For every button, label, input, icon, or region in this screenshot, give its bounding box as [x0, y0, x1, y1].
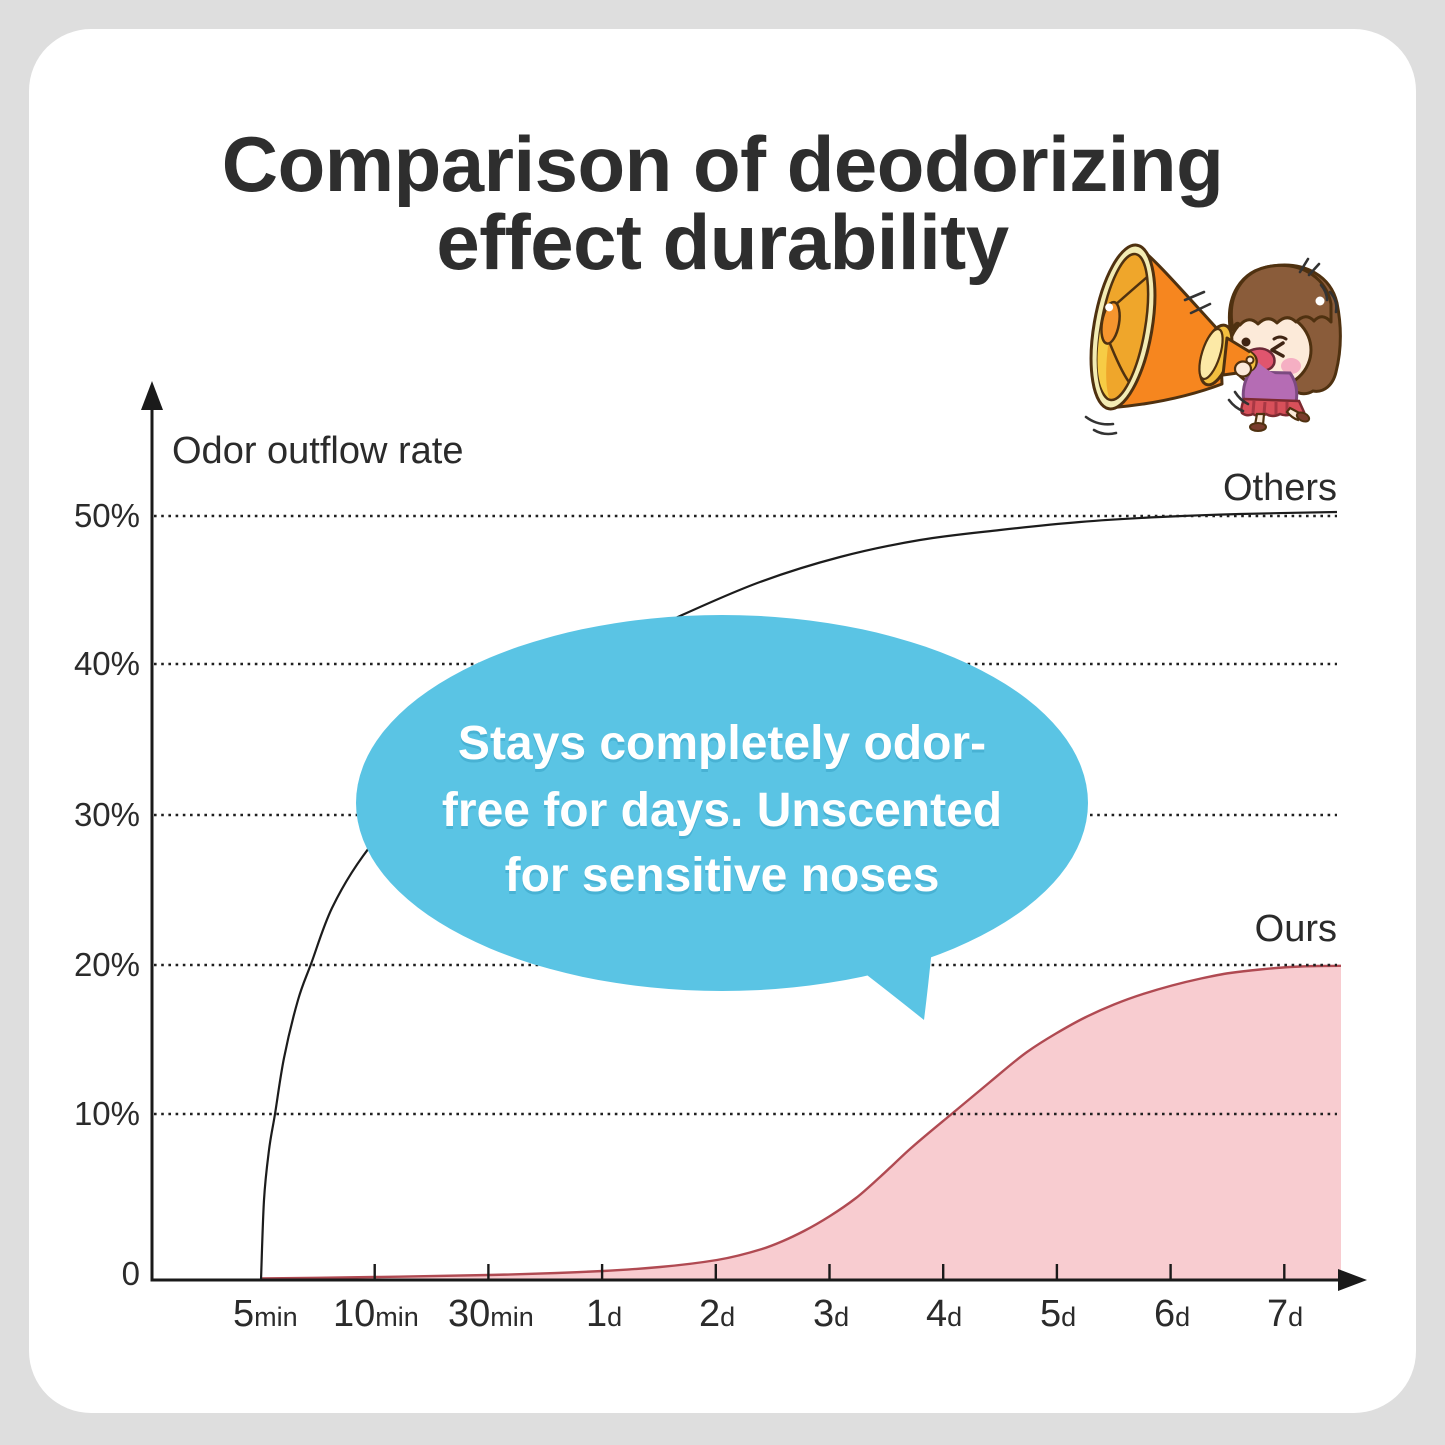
svg-text:Others: Others	[1223, 467, 1337, 509]
svg-text:30min: 30min	[448, 1293, 534, 1335]
svg-text:10%: 10%	[74, 1095, 140, 1132]
svg-text:40%: 40%	[74, 645, 140, 682]
svg-text:3d: 3d	[813, 1293, 849, 1335]
svg-text:4d: 4d	[926, 1293, 962, 1335]
svg-text:free for days. Unscented: free for days. Unscented	[442, 784, 1002, 837]
svg-text:5min: 5min	[233, 1293, 298, 1335]
svg-text:30%: 30%	[74, 796, 140, 833]
svg-text:Ours: Ours	[1255, 908, 1337, 950]
svg-text:for sensitive noses: for sensitive noses	[505, 852, 940, 905]
svg-text:1d: 1d	[586, 1293, 622, 1335]
svg-text:free for days. Unscented: free for days. Unscented	[442, 787, 1002, 840]
svg-text:Stays completely odor-: Stays completely odor-	[458, 720, 986, 773]
svg-text:5d: 5d	[1040, 1293, 1076, 1335]
svg-text:0: 0	[122, 1255, 140, 1292]
svg-text:2d: 2d	[699, 1293, 735, 1335]
svg-text:for sensitive noses: for sensitive noses	[505, 849, 940, 902]
svg-text:Odor outflow rate: Odor outflow rate	[172, 430, 463, 472]
svg-text:10min: 10min	[333, 1293, 419, 1335]
svg-text:50%: 50%	[74, 497, 140, 534]
svg-text:20%: 20%	[74, 946, 140, 983]
svg-text:Stays completely odor-: Stays completely odor-	[458, 717, 986, 770]
svg-text:7d: 7d	[1267, 1293, 1303, 1335]
svg-text:6d: 6d	[1154, 1293, 1190, 1335]
